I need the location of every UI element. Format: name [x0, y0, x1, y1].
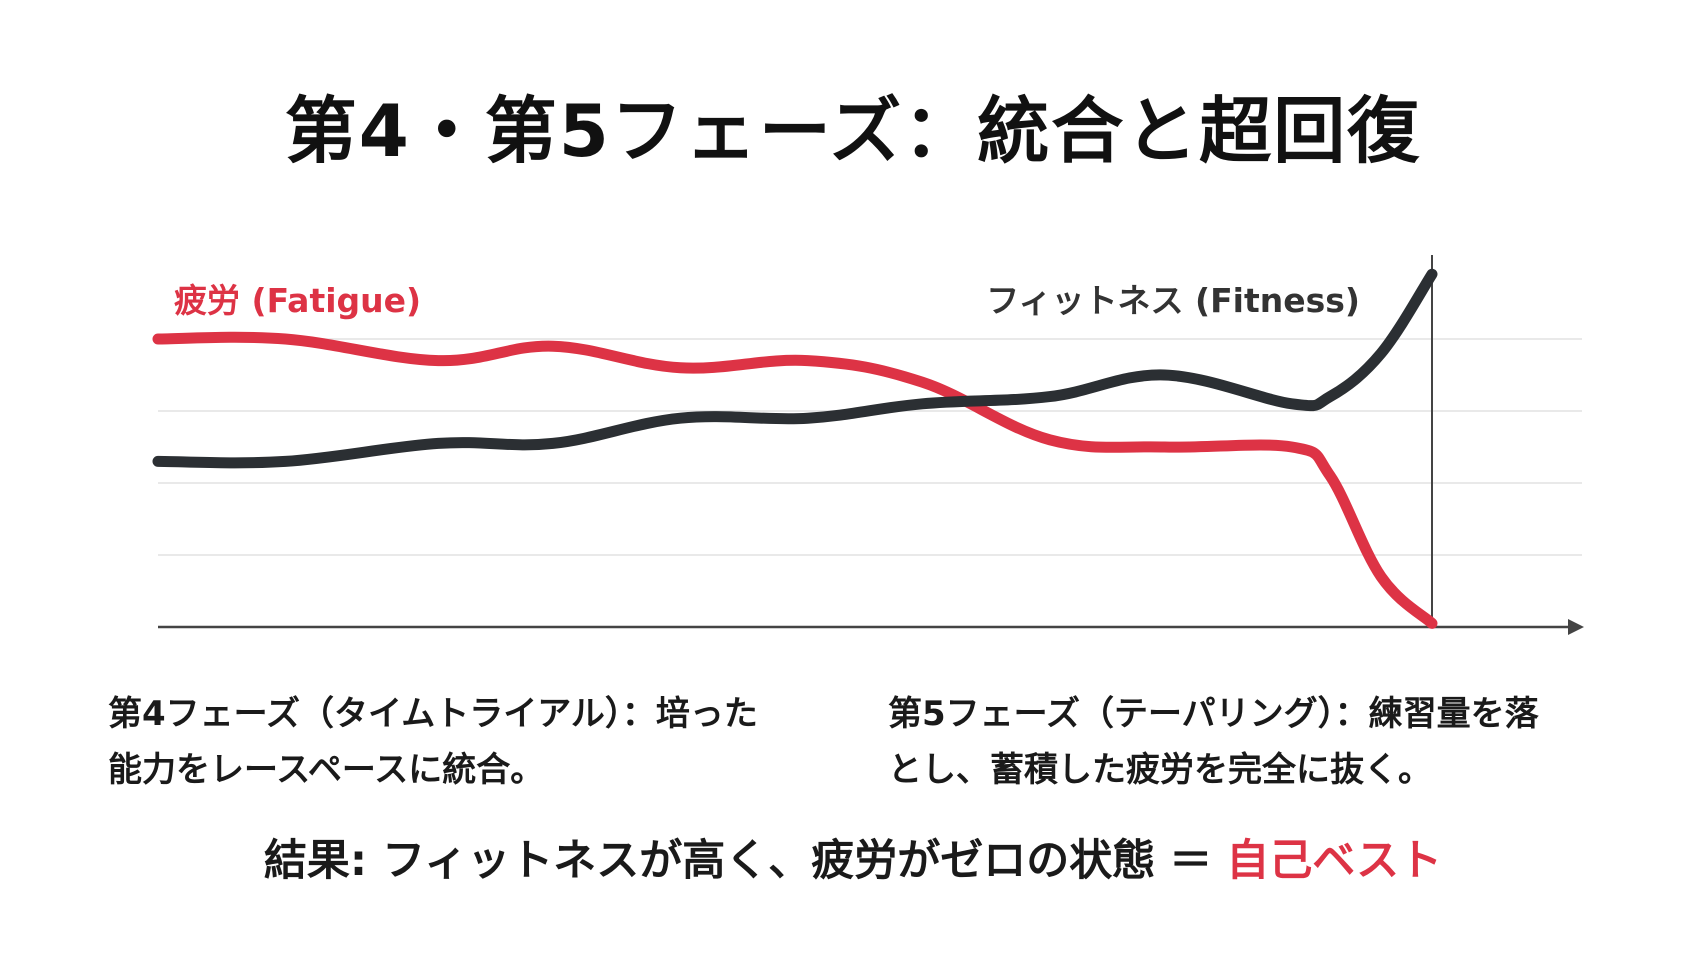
phase4-description-line2: 能力をレースペースに統合。	[108, 750, 545, 790]
phase5-description-line1: 第5フェーズ（テーパリング）：練習量を落	[888, 694, 1539, 734]
result-statement: 結果: フィットネスが高く、疲労がゼロの状態 ＝ 自己ベスト	[0, 826, 1706, 888]
result-highlight: 自己ベスト	[1226, 836, 1443, 886]
slide-title: 第4・第5フェーズ：統合と超回復	[284, 89, 1422, 173]
phase5-description-line2: とし、蓄積した疲労を完全に抜く。	[888, 750, 1432, 790]
phase4-description-line1: 第4フェーズ（タイムトライアル）：培った	[108, 694, 758, 734]
phase5-description: 第5フェーズ（テーパリング）：練習量を落 とし、蓄積した疲労を完全に抜く。	[888, 686, 1608, 798]
series-line-fatigue	[152, 331, 1438, 629]
legend-label-fatigue: 疲労 (Fatigue)	[174, 281, 421, 320]
result-prefix: 結果: フィットネスが高く、疲労がゼロの状態	[263, 836, 1156, 886]
series-line-fitness	[152, 268, 1438, 469]
phase4-description: 第4フェーズ（タイムトライアル）：培った 能力をレースペースに統合。	[108, 686, 828, 798]
legend-label-fitness: フィットネス (Fitness)	[986, 281, 1360, 320]
x-axis-arrow-icon	[1568, 619, 1584, 635]
result-equals: ＝	[1169, 836, 1213, 886]
